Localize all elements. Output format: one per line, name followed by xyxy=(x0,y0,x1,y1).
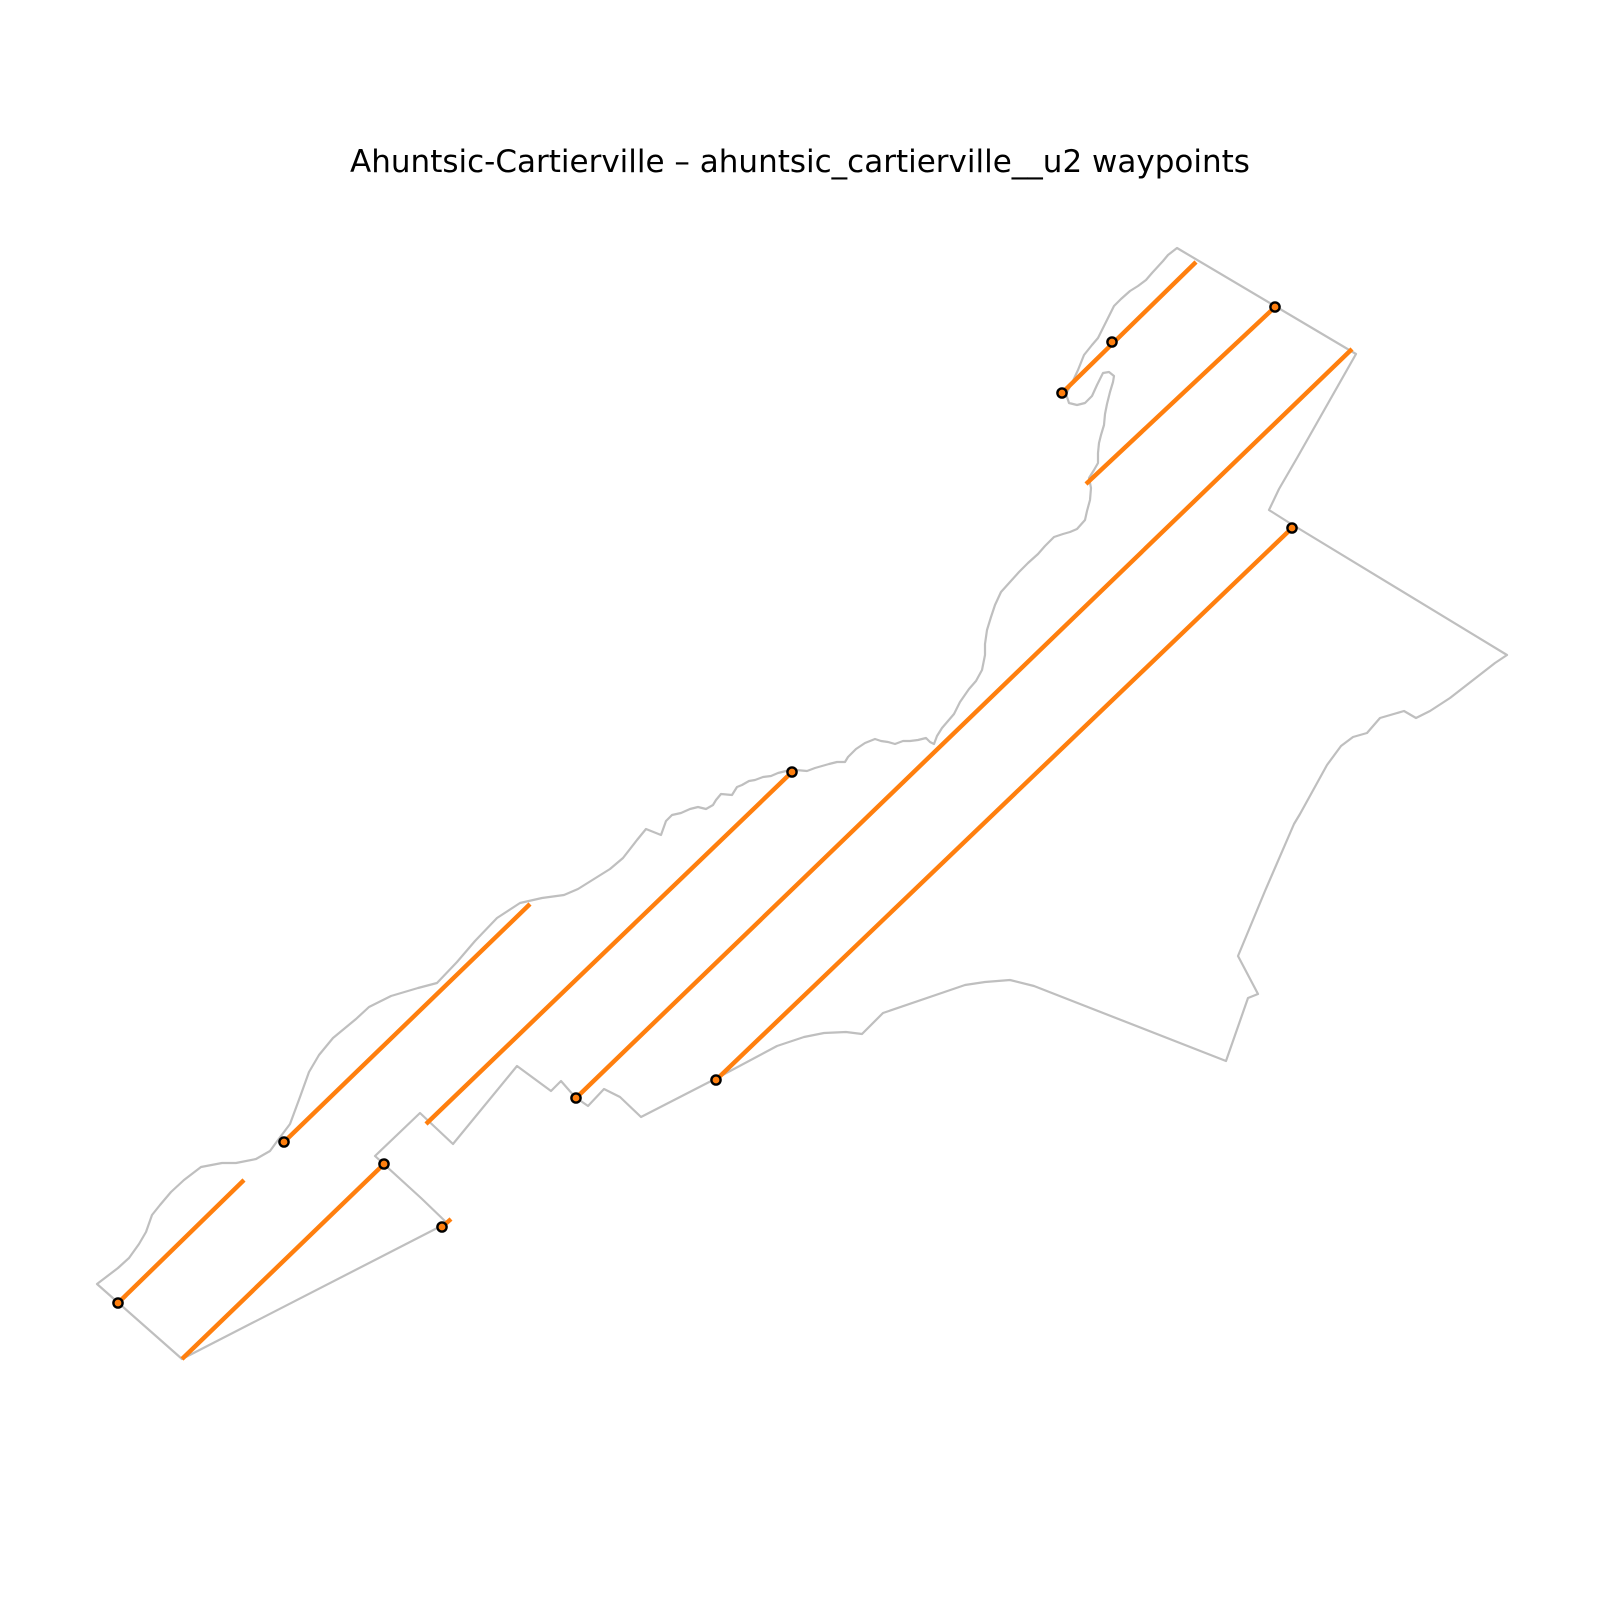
waypoint-marker xyxy=(1056,387,1068,399)
borough-boundary-layer xyxy=(95,246,1509,1361)
waypoint-marker xyxy=(278,1136,290,1148)
borough-boundary xyxy=(95,246,1509,1361)
flight-pass-line xyxy=(1060,260,1198,395)
map-title: Ahuntsic-Cartierville – ahuntsic_cartier… xyxy=(350,144,1250,180)
flight-pass-line xyxy=(574,347,1354,1100)
waypoint-path-layer xyxy=(116,260,1354,1361)
flight-pass-line xyxy=(714,526,1294,1082)
flight-pass-line xyxy=(180,1162,386,1361)
waypoint-marker xyxy=(1269,301,1281,313)
waypoint-marker xyxy=(1286,522,1298,534)
waypoint-marker xyxy=(378,1158,390,1170)
flight-pass-line xyxy=(424,770,794,1126)
flight-pass-line xyxy=(1084,305,1277,486)
waypoint-marker xyxy=(436,1221,448,1233)
flight-pass-line xyxy=(116,1178,246,1305)
waypoint-marker xyxy=(112,1297,124,1309)
waypoint-marker xyxy=(1106,336,1118,348)
flight-pass-line xyxy=(282,902,532,1144)
waypoint-marker xyxy=(786,766,798,778)
waypoint-marker xyxy=(570,1092,582,1104)
waypoint-marker-layer xyxy=(112,301,1298,1309)
waypoint-marker xyxy=(710,1074,722,1086)
